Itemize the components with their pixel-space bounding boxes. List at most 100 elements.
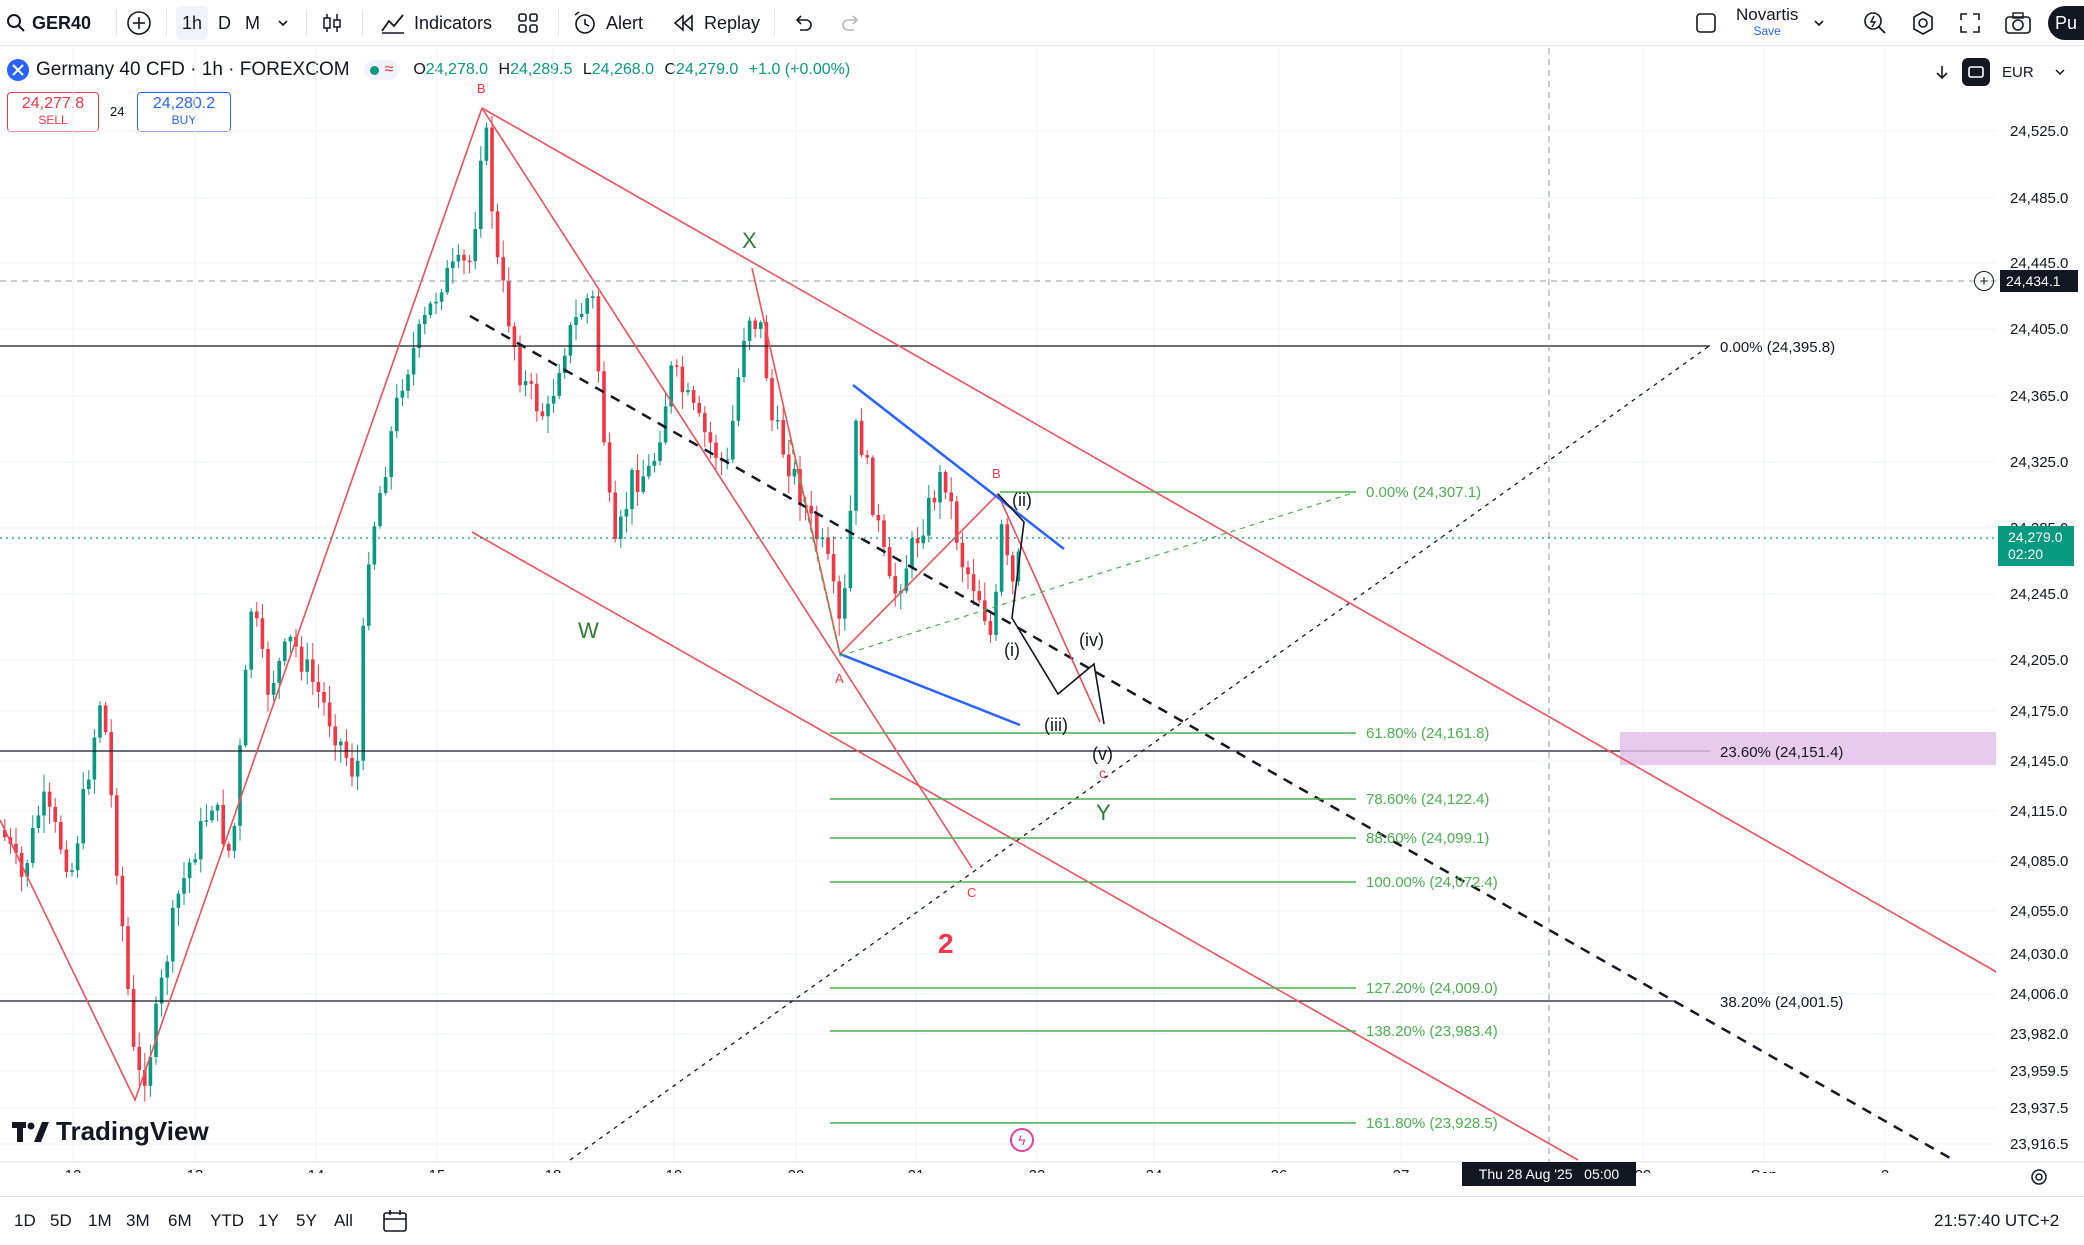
wave-label-2: 2: [938, 928, 954, 959]
arrow-down-icon: [1936, 66, 1948, 80]
layout-selector[interactable]: Novartis Save: [1694, 0, 1826, 46]
currency-selector[interactable]: EUR: [2002, 58, 2066, 86]
time-tick-label: Sep: [1751, 1167, 1778, 1173]
price-tick-label: 24,085.0: [2010, 853, 2068, 870]
price-tick-label: 24,445.0: [2010, 255, 2068, 272]
templates-button[interactable]: [516, 0, 540, 46]
layout-square-icon: [1696, 13, 1716, 33]
sell-button[interactable]: 24,277.8 SELL: [7, 92, 99, 132]
wave-label-b2: B: [992, 466, 1001, 481]
range-5y[interactable]: 5Y: [296, 1211, 317, 1230]
top-toolbar: GER40 1h D M Indicators Alert Replay Nov…: [0, 0, 2084, 46]
fib-small-trend-line: [839, 491, 1357, 657]
fullscreen-button[interactable]: [1958, 0, 1982, 46]
chart-type-button[interactable]: [320, 0, 344, 46]
alert-button[interactable]: Alert: [572, 0, 643, 46]
time-axis[interactable]: 12 13 14 15 18 19 20 21 22 24 26 27 29 Sep 2: [65, 1167, 1890, 1173]
replay-button[interactable]: Replay: [672, 0, 760, 46]
go-to-date-button[interactable]: [382, 1197, 408, 1245]
candles-icon: [323, 14, 341, 32]
interval-d[interactable]: D: [218, 12, 231, 33]
price-tick-label: 24,175.0: [2010, 703, 2068, 720]
wave-label-iii: (iii): [1044, 715, 1068, 735]
undo-icon: [795, 15, 812, 31]
crosshair-price-label: 24,434.1: [2000, 270, 2078, 292]
screen-icon: [1968, 66, 1984, 78]
projected-impulse-path: [997, 493, 1105, 725]
wave-label-a: A: [835, 671, 844, 686]
indicators-button[interactable]: Indicators: [380, 0, 492, 46]
tradingview-logo[interactable]: TradingView: [12, 1116, 209, 1147]
fib-small-label: 138.20% (23,983.4): [1366, 1023, 1498, 1040]
price-tick-label: 24,485.0: [2010, 190, 2068, 207]
price-tick-label: 24,006.0: [2010, 986, 2068, 1003]
fib-small-label: 161.80% (23,928.5): [1366, 1115, 1498, 1132]
range-1d[interactable]: 1D: [14, 1211, 36, 1230]
buy-button[interactable]: 24,280.2 BUY: [137, 92, 231, 132]
time-tick-label: 24: [1146, 1167, 1163, 1173]
time-axis-settings-button[interactable]: [2026, 1164, 2052, 1190]
alarm-clock-icon: [574, 11, 595, 34]
scale-mode-button[interactable]: [1962, 58, 1990, 86]
range-ytd[interactable]: YTD: [210, 1211, 244, 1230]
range-all[interactable]: All: [334, 1211, 353, 1230]
market-status-badge[interactable]: ≈: [363, 60, 400, 80]
time-tick-label: 27: [1393, 1167, 1410, 1173]
range-3m[interactable]: 3M: [126, 1211, 150, 1230]
quick-search-button[interactable]: [1862, 0, 1888, 46]
chart-legend: Germany 40 CFD · 1h · FOREXCOM ≈ O24,278…: [6, 58, 850, 82]
bar-countdown: 02:20: [2008, 546, 2044, 562]
interval-dropdown[interactable]: [276, 0, 290, 46]
plus-circle-icon: [127, 11, 151, 35]
crosshair-time-label: Thu 28 Aug '25 05:00: [1462, 1162, 1636, 1186]
time-tick-label: 14: [308, 1167, 325, 1173]
last-price-value: 24,279.0: [2008, 529, 2063, 545]
symbol-search[interactable]: GER40: [6, 0, 91, 46]
ohlc-values: O24,278.0 H24,289.5 L24,268.0 C24,279.0 …: [413, 61, 851, 78]
rewind-icon: [673, 14, 693, 32]
range-5d[interactable]: 5D: [50, 1211, 72, 1230]
interval-m[interactable]: M: [245, 12, 260, 33]
crosshair-plus-button[interactable]: +: [1974, 271, 1994, 291]
fullscreen-icon: [1960, 13, 1980, 33]
price-tick-label: 23,916.5: [2010, 1136, 2068, 1153]
price-axis[interactable]: 24,525.0 24,485.0 24,445.0 24,405.0 24,365.0…: [2010, 123, 2068, 1153]
fib-236-highlight-zone: [1620, 732, 1998, 765]
range-6m[interactable]: 6M: [168, 1211, 192, 1230]
symbol-title[interactable]: Germany 40 CFD · 1h · FOREXCOM: [36, 59, 350, 80]
grid-icon: [518, 13, 538, 33]
wave-label-y: Y: [1096, 800, 1111, 825]
fib-small-label: 88.60% (24,099.1): [1366, 830, 1489, 847]
range-1m[interactable]: 1M: [88, 1211, 112, 1230]
price-tick-label: 24,325.0: [2010, 454, 2068, 471]
last-price-label: 24,279.0 02:20: [1998, 526, 2074, 566]
symbol-logo-icon: [7, 59, 29, 81]
price-tick-label: 24,365.0: [2010, 388, 2068, 405]
scale-arrow-button[interactable]: [1928, 58, 1956, 86]
fib-small-label: 61.80% (24,161.8): [1366, 725, 1489, 742]
publish-button[interactable]: Pu: [2048, 6, 2084, 40]
interval-1h[interactable]: 1h: [176, 6, 208, 40]
wave-label-b: B: [477, 81, 486, 96]
price-tick-label: 23,937.5: [2010, 1100, 2068, 1117]
undo-button[interactable]: [792, 0, 814, 46]
range-1y[interactable]: 1Y: [258, 1211, 279, 1230]
price-tick-label: 24,115.0: [2010, 803, 2067, 820]
event-marker-icon[interactable]: ϟ: [1010, 1128, 1034, 1152]
symbol-name: GER40: [32, 12, 92, 33]
price-axis-background: [1996, 48, 2084, 1162]
time-tick-label: 12: [65, 1167, 82, 1173]
gear-icon: [1913, 11, 1933, 35]
sell-price: 24,277.8: [21, 95, 85, 112]
redo-button[interactable]: [840, 0, 862, 46]
price-chart[interactable]: 0.00% (24,307.1) 61.80% (24,161.8) 78.60% …: [0, 48, 2084, 1173]
time-tick-label: 19: [666, 1167, 683, 1173]
spread-value: 24: [110, 104, 125, 119]
replay-label: Replay: [704, 12, 761, 33]
compare-button[interactable]: [126, 0, 152, 46]
clock[interactable]: 21:57:40 UTC+2: [1934, 1211, 2060, 1230]
time-tick-label: 22: [1029, 1167, 1046, 1173]
snapshot-button[interactable]: [2004, 0, 2032, 46]
wave-abc-small: [751, 267, 1101, 723]
settings-button[interactable]: [1910, 0, 1936, 46]
